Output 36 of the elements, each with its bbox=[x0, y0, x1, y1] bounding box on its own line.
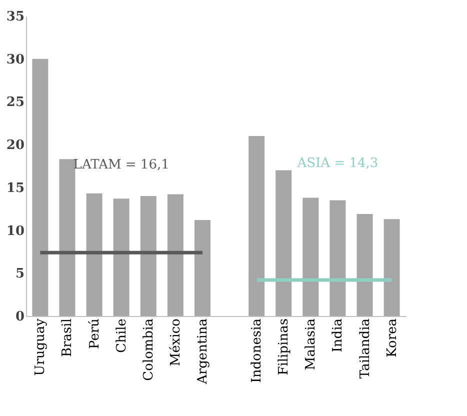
y-tick-label: 30 bbox=[6, 52, 24, 68]
text: LATAM = 16,1 bbox=[73, 158, 170, 173]
y-tick-label: 35 bbox=[6, 10, 24, 24]
bar bbox=[302, 198, 319, 316]
x-tick-label: Korea bbox=[384, 318, 400, 358]
x-tick-label: Indonesia bbox=[250, 318, 265, 383]
y-tick-label: 15 bbox=[6, 180, 24, 196]
y-tick-label: 10 bbox=[6, 224, 24, 239]
x-tick-label: Malasia bbox=[304, 318, 319, 370]
x-tick-label: Argentina bbox=[195, 318, 210, 385]
x-tick-label: Filipinas bbox=[276, 318, 292, 376]
bar bbox=[59, 159, 76, 316]
bar bbox=[140, 196, 156, 316]
bar bbox=[276, 170, 292, 316]
y-tick-label: 0 bbox=[15, 310, 24, 324]
y-tick-label: 5 bbox=[15, 266, 24, 282]
x-tick-label: Tailandia bbox=[358, 318, 373, 379]
y-tick-label: 25 bbox=[6, 95, 24, 110]
y-tick-label: 20 bbox=[6, 138, 24, 154]
bar bbox=[194, 220, 210, 316]
bar bbox=[248, 136, 265, 316]
bar bbox=[356, 214, 373, 316]
x-tick-label: Uruguay bbox=[33, 318, 48, 376]
x-tick-label: México bbox=[168, 318, 184, 366]
bar bbox=[167, 194, 184, 316]
x-tick-label: Colombia bbox=[141, 318, 156, 381]
x-tick-label: India bbox=[330, 318, 346, 352]
text: ASIA = 14,3 bbox=[296, 156, 378, 171]
bar bbox=[86, 193, 102, 316]
bar bbox=[384, 219, 400, 316]
bar bbox=[330, 200, 346, 316]
x-tick-label: Perú bbox=[87, 318, 102, 349]
bar bbox=[113, 198, 130, 316]
x-tick-label: Chile bbox=[114, 318, 130, 353]
x-tick-label: Brasil bbox=[60, 318, 76, 358]
bar bbox=[32, 58, 48, 316]
